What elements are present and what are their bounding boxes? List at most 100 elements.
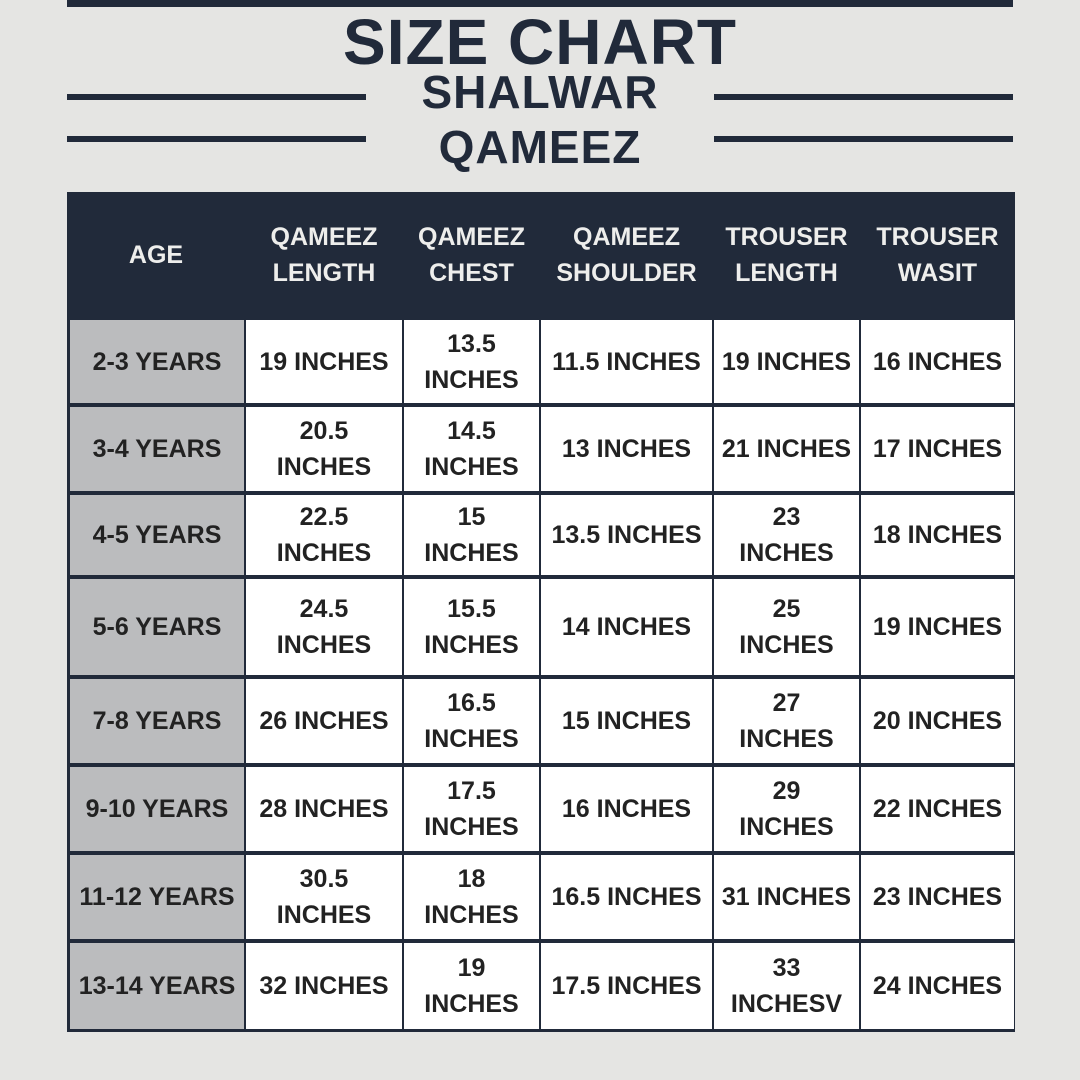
size-cell: 18 INCHES xyxy=(861,495,1014,575)
cell-text: 18 xyxy=(457,865,486,893)
header-text: QAMEEZ xyxy=(573,223,680,251)
size-cell: 20.5 INCHES xyxy=(246,407,402,491)
size-cell: 24.5 INCHES xyxy=(246,579,402,675)
column-header: TROUSER LENGTH xyxy=(713,192,860,318)
column-header: QAMEEZ CHEST xyxy=(403,192,540,318)
cell-text: 21 INCHES xyxy=(721,435,852,463)
cell-text: 18 INCHES xyxy=(872,521,1003,549)
header-text: QAMEEZ xyxy=(270,223,378,251)
column-header: QAMEEZ SHOULDER xyxy=(540,192,713,318)
cell-text: 11.5 INCHES xyxy=(552,347,701,376)
size-cell: 14 INCHES xyxy=(541,579,712,675)
size-cell: 24 INCHES xyxy=(861,943,1014,1029)
size-cell: 23 INCHES xyxy=(714,495,859,575)
cell-text: 15.5 xyxy=(447,595,496,623)
size-cell: 11.5 INCHES xyxy=(541,320,712,403)
cell-text: 16 INCHES xyxy=(561,795,692,823)
header-text: SHOULDER xyxy=(556,259,697,287)
cell-text: 11-12 YEARS xyxy=(79,883,235,911)
cell-text: 15 INCHES xyxy=(561,707,692,735)
cell-text: 19 INCHES xyxy=(721,347,852,376)
cell-text: 27 xyxy=(772,689,801,717)
cell-text: INCHES xyxy=(276,901,372,929)
rule-right-2 xyxy=(714,136,1013,142)
cell-text: 22.5 xyxy=(299,503,349,531)
cell-text: INCHES xyxy=(276,631,372,659)
cell-text: 30.5 xyxy=(299,865,349,893)
column-header: AGE xyxy=(67,192,245,318)
page-title: SIZE CHART xyxy=(343,6,737,78)
size-cell: 25 INCHES xyxy=(714,579,859,675)
cell-text: 20.5 xyxy=(299,417,349,445)
cell-text: 26 INCHES xyxy=(259,707,389,735)
cell-text: 19 INCHES xyxy=(259,347,389,376)
cell-text: 20 INCHES xyxy=(872,707,1003,735)
size-cell: 16 INCHES xyxy=(541,767,712,851)
size-cell: 18 INCHES xyxy=(404,855,539,939)
cell-text: INCHES xyxy=(424,725,519,753)
header-text: QAMEEZ xyxy=(418,223,525,251)
size-cell: 17 INCHES xyxy=(861,407,1014,491)
cell-text: INCHES xyxy=(424,539,519,567)
cell-text: 5-6 YEARS xyxy=(92,613,222,641)
cell-text: INCHES xyxy=(276,539,372,567)
cell-text: 31 INCHES xyxy=(721,883,852,911)
age-cell: 3-4 YEARS xyxy=(70,407,244,491)
cell-text: 15 xyxy=(457,503,486,531)
size-cell: 16 INCHES xyxy=(861,320,1014,403)
cell-text: 14.5 xyxy=(447,417,496,445)
cell-text: 16.5 INCHES xyxy=(551,883,702,911)
size-cell: 20 INCHES xyxy=(861,679,1014,763)
size-cell: 17.5 INCHES xyxy=(404,767,539,851)
size-cell: 26 INCHES xyxy=(246,679,402,763)
cell-text: 16 INCHES xyxy=(872,347,1003,376)
cell-text: 7-8 YEARS xyxy=(92,707,222,735)
cell-text: 25 xyxy=(772,595,801,623)
age-cell: 9-10 YEARS xyxy=(70,767,244,851)
cell-text: 19 INCHES xyxy=(872,613,1003,641)
cell-text: 32 INCHES xyxy=(259,972,389,1000)
size-cell: 15.5 INCHES xyxy=(404,579,539,675)
cell-text: INCHES xyxy=(739,631,834,659)
size-cell: 14.5 INCHES xyxy=(404,407,539,491)
cell-text: 23 xyxy=(772,503,801,531)
age-cell: 11-12 YEARS xyxy=(70,855,244,939)
age-cell: 4-5 YEARS xyxy=(70,495,244,575)
cell-text: INCHES xyxy=(424,990,519,1018)
header-text: CHEST xyxy=(429,259,514,287)
cell-text: 4-5 YEARS xyxy=(92,521,222,549)
rule-left-1 xyxy=(67,94,366,100)
header-text: LENGTH xyxy=(272,259,376,287)
size-cell: 29 INCHES xyxy=(714,767,859,851)
cell-text: 13-14 YEARS xyxy=(78,972,236,1000)
size-cell: 19 INCHES xyxy=(246,320,402,403)
cell-text: 28 INCHES xyxy=(259,795,389,823)
rule-right-1 xyxy=(714,94,1013,100)
size-cell: 31 INCHES xyxy=(714,855,859,939)
subtitle-line-1: SHALWAR xyxy=(421,66,659,118)
size-cell: 33 INCHESV xyxy=(714,943,859,1029)
size-cell: 13.5 INCHES xyxy=(541,495,712,575)
header-text: AGE xyxy=(128,241,184,269)
size-cell: 32 INCHES xyxy=(246,943,402,1029)
cell-text: 22 INCHES xyxy=(872,795,1003,823)
column-header: QAMEEZ LENGTH xyxy=(245,192,403,318)
cell-text: 24 INCHES xyxy=(872,972,1003,1000)
header-text: LENGTH xyxy=(735,259,838,287)
cell-text: 3-4 YEARS xyxy=(92,435,222,463)
column-header: TROUSER WASIT xyxy=(860,192,1015,318)
cell-text: 17.5 INCHES xyxy=(551,972,702,1000)
cell-text: INCHES xyxy=(424,631,519,659)
cell-text: INCHES xyxy=(424,813,519,841)
cell-text: 33 xyxy=(772,954,801,982)
cell-text: INCHES xyxy=(739,539,834,567)
size-cell: 22.5 INCHES xyxy=(246,495,402,575)
header-text: TROUSER xyxy=(876,223,999,251)
size-cell: 19 INCHES xyxy=(404,943,539,1029)
cell-text: INCHES xyxy=(739,725,834,753)
cell-text: 17.5 xyxy=(447,777,496,805)
cell-text: INCHES xyxy=(424,365,519,394)
cell-text: 14 INCHES xyxy=(561,613,692,641)
size-cell: 17.5 INCHES xyxy=(541,943,712,1029)
cell-text: 16.5 xyxy=(447,689,496,717)
